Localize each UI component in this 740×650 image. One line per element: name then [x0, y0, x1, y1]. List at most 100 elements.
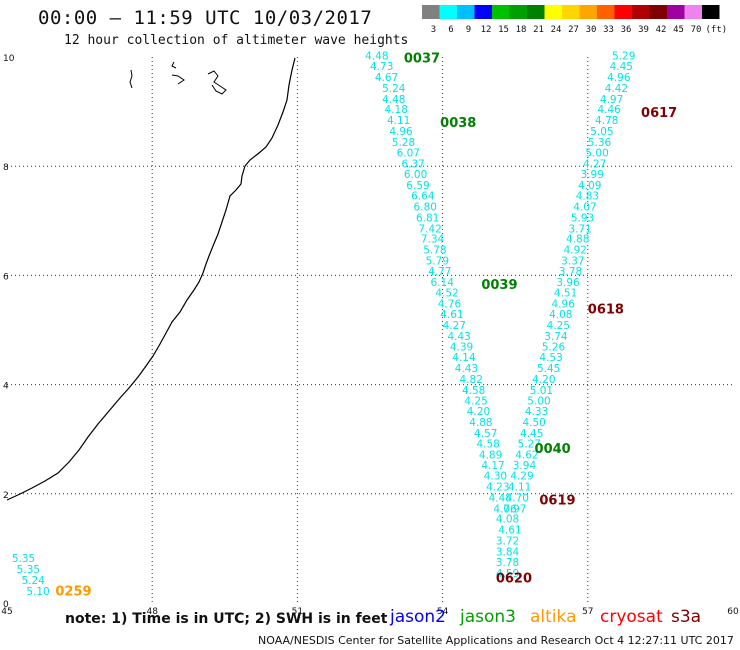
legend-tick-label: 15 [498, 25, 509, 35]
lon-tick-label: 60 [727, 607, 739, 617]
legend-swatch [649, 5, 667, 19]
wave-height-value: 3.84 [496, 546, 520, 558]
wave-height-value: 6.37 [401, 158, 424, 170]
wave-height-value: 5.35 [17, 564, 40, 576]
wave-height-value: 6.64 [411, 191, 435, 203]
lon-tick-label: 48 [146, 607, 158, 617]
wave-height-value: 3.94 [513, 460, 537, 472]
pass-label: 0040 [535, 442, 571, 457]
wave-height-value: 4.96 [607, 72, 631, 84]
wave-height-value: 4.88 [469, 417, 492, 429]
wave-height-value: 6.14 [431, 277, 455, 289]
wave-height-value: 6.59 [406, 180, 429, 192]
satellite-name: altika [530, 607, 577, 627]
wave-height-value: 4.61 [440, 309, 463, 321]
wave-height-value: 7.97 [503, 503, 526, 515]
wave-height-value: 5.10 [26, 586, 49, 598]
legend-unit: (ft) [706, 25, 728, 35]
wave-height-value: 4.51 [554, 288, 577, 300]
legend-swatch [474, 5, 492, 19]
legend-tick-label: 45 [673, 25, 684, 35]
wave-height-value: 4.30 [484, 471, 507, 483]
wave-height-value: 4.48 [365, 51, 388, 63]
wave-height-value: 4.09 [578, 180, 601, 192]
wave-height-value: 4.43 [447, 331, 470, 343]
pass-label: 0037 [404, 51, 440, 66]
color-scale-legend: 3 6 9 12 15 18 21 24 27 30 33 36 39 42 45 70 (ft) [422, 5, 728, 35]
wave-height-value: 4.45 [520, 428, 543, 440]
legend-swatch [597, 5, 615, 19]
wave-height-value: 4.96 [389, 126, 413, 138]
wave-height-value: 4.23 [486, 482, 509, 494]
lat-tick-label: 10 [3, 54, 15, 64]
wave-height-value: 4.25 [464, 395, 487, 407]
legend-swatch [632, 5, 650, 19]
wave-height-value: 4.50 [522, 417, 545, 429]
wave-height-value: 3.72 [496, 536, 519, 548]
wave-height-value: 5.93 [571, 212, 594, 224]
wave-height-value: 4.73 [370, 61, 393, 73]
pass-label: 0618 [588, 303, 624, 318]
wave-height-value: 4.92 [564, 245, 587, 257]
legend-swatch [439, 5, 457, 19]
wave-height-value: 4.07 [573, 201, 596, 213]
lat-tick-label: 2 [3, 491, 9, 501]
wave-height-value: 4.96 [552, 299, 576, 311]
wave-height-value: 4.78 [595, 115, 618, 127]
wave-height-value: 4.52 [435, 288, 458, 300]
lon-tick-label: 54 [437, 607, 449, 617]
lat-tick-label: 8 [3, 163, 9, 173]
satellite-name: jason2 [390, 607, 446, 627]
legend-tick-label: 6 [448, 25, 453, 35]
wave-height-value: 4.17 [481, 460, 504, 472]
wave-height-value: 4.27 [443, 320, 466, 332]
lon-tick-label: 51 [292, 607, 303, 617]
pass-label: 0038 [440, 116, 476, 131]
footnote: note: 1) Time is in UTC; 2) SWH is in fe… [65, 611, 388, 627]
wave-height-value: 7.34 [421, 234, 445, 246]
coastline [6, 57, 296, 501]
wave-height-value: 4.25 [547, 320, 570, 332]
wave-height-value: 4.42 [605, 83, 628, 95]
wave-height-value: 4.89 [479, 449, 502, 461]
wave-height-value: 7.42 [418, 223, 441, 235]
wave-height-value: 4.29 [510, 471, 533, 483]
legend-swatch [562, 5, 580, 19]
legend-swatch [527, 5, 545, 19]
wave-height-value: 5.24 [22, 575, 46, 587]
legend-swatch [457, 5, 475, 19]
wave-height-value: 4.20 [532, 374, 555, 386]
wave-height-value: 4.83 [576, 191, 599, 203]
lat-tick-label: 4 [3, 382, 9, 392]
wave-height-value: 3.71 [568, 223, 591, 235]
wave-height-value: 4.39 [450, 342, 473, 354]
legend-swatch [509, 5, 527, 19]
wave-height-value: 4.58 [476, 438, 499, 450]
wave-height-value: 4.88 [566, 234, 589, 246]
credit-line: NOAA/NESDIS Center for Satellite Applica… [258, 634, 734, 647]
lat-tick-label: 0 [3, 600, 9, 610]
wave-height-value: 5.00 [527, 395, 550, 407]
wave-height-value: 4.76 [438, 299, 462, 311]
pass-label: 0617 [641, 106, 677, 121]
legend-swatch [667, 5, 685, 19]
wave-height-value: 4.48 [489, 492, 512, 504]
wave-height-value: 4.20 [467, 406, 490, 418]
wave-height-value: 4.18 [385, 104, 408, 116]
wave-height-value: 5.27 [518, 438, 541, 450]
wave-height-value: 5.05 [590, 126, 613, 138]
legend-swatch [702, 5, 720, 19]
legend-swatch [684, 5, 702, 19]
pass-label: 0620 [496, 571, 532, 586]
wave-height-value: 4.70 [506, 492, 529, 504]
graticule [7, 57, 733, 603]
wave-height-value: 3.37 [561, 255, 584, 267]
legend-tick-label: 18 [516, 25, 527, 35]
wave-height-value: 4.45 [610, 61, 633, 73]
legend-swatch [492, 5, 510, 19]
wave-height-value: 4.06 [493, 503, 517, 515]
pass-label: 0619 [539, 494, 575, 509]
wave-height-value: 5.01 [530, 385, 553, 397]
lon-tick-label: 57 [582, 607, 593, 617]
wave-height-value: 4.61 [498, 525, 521, 537]
